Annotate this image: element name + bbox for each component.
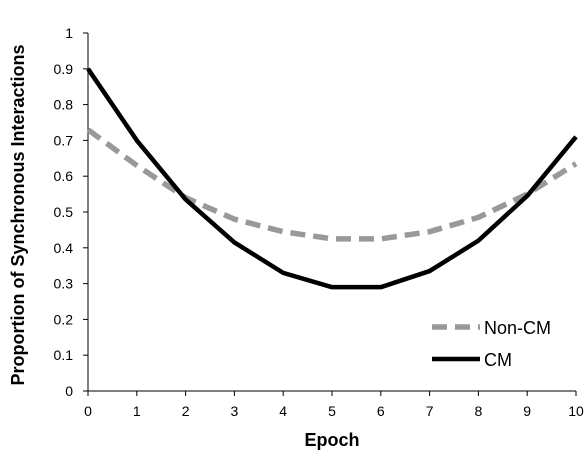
x-tick-label: 5 [328, 403, 336, 419]
legend: Non-CM CM [432, 318, 551, 370]
y-axis-title-group: Proportion of Synchronous Interactions [8, 44, 28, 385]
x-tick-label: 1 [133, 403, 141, 419]
x-axis-title: Epoch [304, 430, 359, 450]
x-tick-label: 6 [377, 403, 385, 419]
x-tick-label: 9 [523, 403, 531, 419]
x-tick-label: 2 [182, 403, 190, 419]
y-tick-label: 0.2 [54, 311, 74, 327]
y-tick-label: 0.8 [54, 97, 74, 113]
axis-ticks: 00.10.20.30.40.50.60.70.80.910 1 2 3 4 5 6 7 8 9 1… [54, 25, 584, 419]
x-tick-label: 0 [84, 403, 92, 419]
y-tick-label: 0.9 [54, 61, 74, 77]
y-axis-title: Proportion of Synchronous Interactions [8, 44, 28, 385]
series-line-cm [86, 67, 578, 290]
y-tick-label: 0 [65, 383, 73, 399]
x-tick-label: 4 [279, 403, 287, 419]
series-layer [86, 67, 578, 290]
x-tick-label: 10 [568, 403, 584, 419]
series-line-non-cm [86, 127, 578, 242]
y-tick-label: 0.3 [54, 276, 74, 292]
y-tick-label: 0.1 [54, 347, 74, 363]
y-tick-label: 1 [65, 25, 73, 41]
legend-label: CM [484, 350, 512, 370]
y-tick-label: 0.4 [54, 240, 74, 256]
x-tick-label: 8 [475, 403, 483, 419]
x-tick-label: 3 [231, 403, 239, 419]
y-tick-label: 0.6 [54, 168, 74, 184]
y-tick-label: 0.7 [54, 132, 74, 148]
legend-label: Non-CM [484, 318, 551, 338]
x-tick-label: 7 [426, 403, 434, 419]
y-tick-label: 0.5 [54, 204, 74, 220]
